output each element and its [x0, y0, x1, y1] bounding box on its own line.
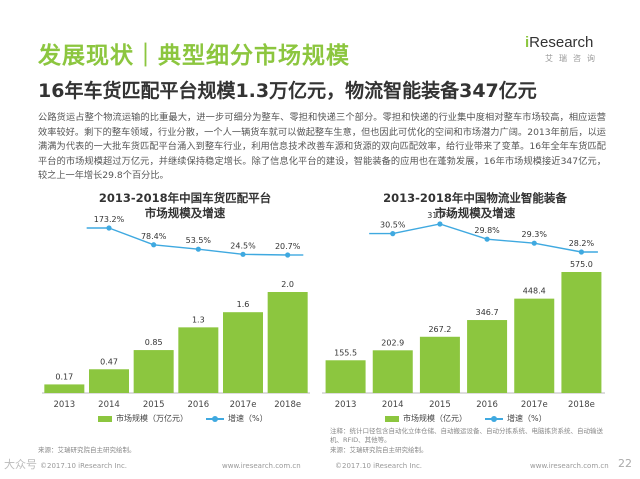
chart-left-legend: 市场规模（万亿元） 增速（%）: [98, 413, 268, 424]
x-tick-label: 2013: [335, 400, 357, 410]
legend-line-swatch: [485, 415, 503, 422]
growth-value-label: 20.7%: [275, 242, 301, 251]
growth-point: [390, 231, 396, 237]
bar-value-label: 202.9: [381, 338, 404, 347]
bar-value-label: 448.4: [523, 287, 546, 296]
iresearch-logo: iResearch 艾瑞咨询: [525, 34, 607, 70]
bar-value-label: 1.3: [192, 315, 205, 324]
footer-right-copy: ©2017.10 iResearch Inc.: [335, 462, 423, 470]
bar-value-label: 346.7: [476, 308, 499, 317]
growth-value-label: 31.7%: [427, 211, 453, 220]
bar-2018e: [267, 292, 308, 393]
growth-value-label: 29.3%: [522, 230, 548, 239]
growth-point: [195, 246, 201, 252]
chart-right-title: 2013-2018年中国物流业智能装备 市场规模及增速: [350, 191, 600, 221]
logo-i: i: [525, 34, 530, 51]
bar-value-label: 0.17: [55, 372, 73, 381]
growth-point: [106, 225, 112, 231]
bar-value-label: 1.6: [237, 300, 250, 309]
bar-2014: [372, 350, 413, 393]
page-title: 发展现状｜典型细分市场规模: [38, 43, 350, 69]
chart-left-source: 来源：艾瑞研究院自主研究绘制。: [38, 446, 136, 454]
page-number: 22: [618, 457, 632, 470]
legend-bar-label: 市场规模（亿元）: [403, 414, 467, 423]
footer-left-url: www.iresearch.com.cn: [222, 462, 301, 470]
growth-value-label: 173.2%: [94, 215, 125, 224]
bar-value-label: 2.0: [281, 280, 294, 289]
x-tick-label: 2017e: [230, 400, 257, 410]
growth-point: [240, 251, 246, 257]
growth-value-label: 24.5%: [230, 241, 256, 250]
legend-bar-swatch: [385, 415, 399, 422]
growth-value-label: 28.2%: [569, 239, 595, 248]
x-tick-label: 2016: [188, 400, 210, 410]
growth-point: [285, 252, 291, 258]
chart-right-legend: 市场规模（亿元） 增速（%）: [385, 413, 547, 424]
bar-2018e: [561, 272, 602, 393]
bar-2015: [133, 350, 174, 393]
headline: 16年车货匹配平台规模1.3万亿元，物流智能装备347亿元: [38, 80, 537, 102]
chart-right-title-line2: 市场规模及增速: [434, 206, 516, 220]
bar-value-label: 155.5: [334, 348, 357, 357]
chart-left-title: 2013-2018年中国车货匹配平台 市场规模及增速: [60, 191, 310, 221]
x-tick-label: 2018e: [568, 400, 595, 410]
legend-line-swatch: [206, 415, 224, 422]
chart-left-title-line2: 市场规模及增速: [144, 206, 226, 220]
growth-point: [484, 236, 490, 242]
growth-point: [578, 249, 585, 255]
chart-left-title-line1: 2013-2018年中国车货匹配平台: [98, 191, 272, 205]
legend-line-label: 增速（%）: [228, 414, 268, 423]
chart-right-note: 注释：统计口径包含自动化立体仓储、自动搬运设备、自动分拣系统、电脑拣货系统、自动…: [330, 427, 603, 444]
growth-value-label: 30.5%: [380, 221, 406, 230]
x-tick-label: 2014: [382, 400, 404, 410]
footer-right-url: www.iresearch.com.cn: [530, 462, 609, 470]
legend-bar-swatch: [98, 415, 112, 422]
bar-value-label: 0.47: [100, 357, 118, 366]
bar-2013: [44, 384, 85, 393]
growth-point: [151, 242, 157, 248]
x-tick-label: 2013: [54, 400, 76, 410]
legend-line-label: 增速（%）: [507, 414, 547, 423]
chart-right-title-line1: 2013-2018年中国物流业智能装备: [383, 191, 567, 205]
bar-2015: [419, 336, 460, 393]
chart-right-source: 来源：艾瑞研究院自主研究绘制。: [330, 446, 428, 454]
x-tick-label: 2015: [429, 400, 451, 410]
x-tick-label: 2014: [98, 400, 120, 410]
bar-2016: [178, 327, 219, 393]
logo-subtitle: 艾瑞咨询: [545, 54, 601, 63]
bar-2013: [325, 360, 366, 393]
bar-2016: [467, 320, 508, 393]
growth-value-label: 53.5%: [186, 236, 212, 245]
bar-value-label: 0.85: [145, 338, 163, 347]
body-paragraph: 公路货运占整个物流运输的比重最大，进一步可细分为整车、零担和快递三个部分。零担和…: [38, 112, 606, 182]
bar-2014: [89, 369, 129, 393]
legend-bar-label: 市场规模（万亿元）: [116, 414, 188, 423]
logo-text: Research: [529, 34, 594, 51]
x-tick-label: 2016: [476, 400, 498, 410]
growth-value-label: 29.8%: [474, 226, 500, 235]
watermark: 大众号: [4, 458, 37, 471]
x-tick-label: 2015: [143, 400, 165, 410]
bar-value-label: 267.2: [428, 325, 451, 334]
footer-left-copy: ©2017.10 iResearch Inc.: [40, 462, 128, 470]
growth-value-label: 78.4%: [141, 232, 167, 241]
x-tick-label: 2017e: [521, 400, 548, 410]
bar-2017e: [223, 312, 263, 393]
growth-point: [437, 221, 443, 227]
bar-2017e: [514, 298, 555, 393]
growth-point: [531, 240, 537, 246]
bar-value-label: 575.0: [570, 260, 593, 269]
x-tick-label: 2018e: [274, 400, 301, 410]
